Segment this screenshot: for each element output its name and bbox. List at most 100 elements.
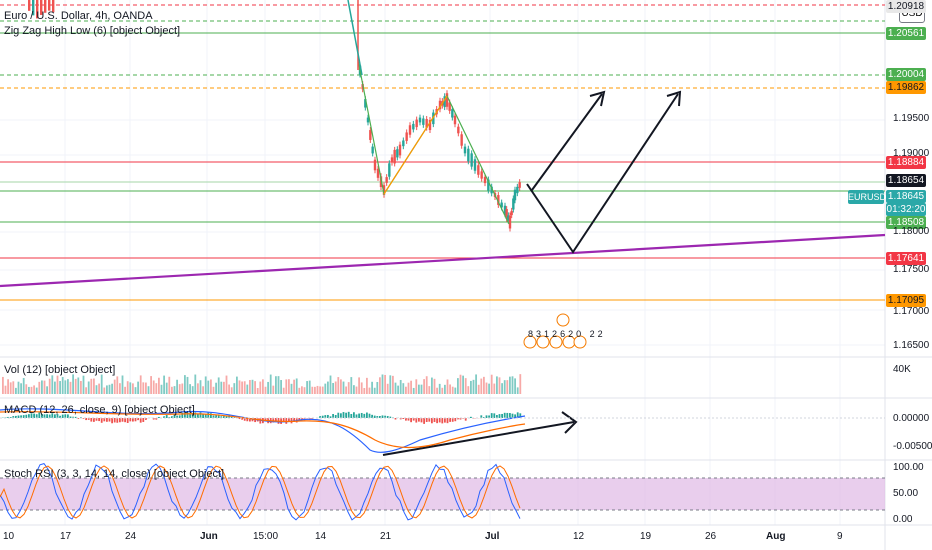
candle-body [460, 134, 463, 146]
candle-body [513, 189, 517, 201]
volume-bar [410, 380, 412, 394]
event-counts[interactable]: 8312620 22 [528, 329, 606, 339]
macd-bar [22, 415, 25, 418]
macd-bar [451, 418, 454, 422]
macd-bar [298, 418, 301, 421]
macd-bar [355, 414, 358, 418]
candle-body [516, 186, 519, 194]
volume-bar [108, 384, 111, 394]
candle-body [448, 102, 451, 111]
volume-bar [212, 386, 215, 394]
price-level-1.19862: 1.19862 [886, 81, 926, 94]
candle-body [415, 119, 418, 128]
macd-bar [98, 418, 100, 422]
macd-bar [483, 417, 485, 418]
macd-bar [137, 418, 139, 421]
volume-bar [9, 382, 12, 394]
volume-bar [202, 386, 204, 394]
macd-bar [85, 418, 87, 421]
volume-bar [425, 376, 428, 394]
macd-bar [46, 414, 48, 418]
volume-bar [186, 376, 189, 394]
volume-bar [100, 374, 103, 394]
volume-bar [360, 382, 363, 394]
bar-countdown: 01:32:20 [886, 203, 926, 216]
volume-bar [389, 375, 392, 394]
volume-bar [282, 387, 285, 394]
macd-bar [106, 418, 108, 422]
macd-bar [412, 418, 415, 421]
macd-bar [485, 415, 488, 418]
volume-bar [384, 374, 386, 394]
volume-bar [285, 379, 288, 394]
macd-bar [155, 418, 158, 420]
ticker-symbol-badge: EURUSD [848, 190, 887, 204]
macd-bar [410, 418, 412, 423]
volume-bar [77, 377, 80, 394]
volume-bar [184, 375, 186, 394]
volume-bar [22, 377, 25, 394]
macd-bar [288, 418, 290, 422]
macd-bar [220, 416, 223, 418]
volume-bar [277, 376, 280, 394]
volume-bar [454, 387, 457, 394]
macd-bar [38, 412, 41, 418]
drop-line [347, 0, 363, 76]
volume-bar [194, 374, 197, 394]
price-level-1.20004: 1.20004 [886, 68, 926, 81]
volume-bar [228, 384, 230, 394]
macd-bar [20, 415, 22, 418]
volume-bar [41, 380, 43, 394]
volume-bar [220, 381, 223, 394]
candle-body [445, 93, 449, 107]
zigzag-indicator-label[interactable]: Zig Zag High Low (6) [object Object] [4, 25, 181, 37]
candle-body [412, 123, 415, 130]
macd-bar [74, 416, 77, 418]
volume-bar [415, 379, 418, 394]
volume-bar [399, 379, 402, 394]
macd-bar [184, 412, 186, 418]
volume-bar [311, 386, 314, 394]
candle-body [422, 118, 425, 125]
volume-bar [215, 382, 217, 394]
volume-bar [251, 379, 254, 394]
macd-bar [433, 418, 436, 423]
macd-bar [210, 413, 212, 418]
macd-bar [470, 416, 472, 418]
macd-indicator-label[interactable]: MACD (12, 26, close, 9) [object Object] [4, 404, 195, 416]
macd-bar [420, 418, 423, 423]
macd-bar [436, 418, 438, 424]
projection-zigzag [526, 93, 679, 254]
macd-bar [121, 418, 124, 422]
volume-bar [483, 376, 485, 394]
volume-bar [441, 387, 444, 394]
volume-indicator-label[interactable]: Vol (12) [object Object] [4, 364, 116, 376]
macd-bar [457, 418, 459, 420]
macd-bar [431, 418, 433, 424]
volume-bar [163, 375, 165, 394]
volume-bar [225, 375, 228, 394]
macd-bar [490, 413, 493, 418]
volume-bar [337, 377, 340, 394]
macd-bar [69, 416, 72, 418]
macd-bar [12, 416, 15, 418]
macd-bar [87, 418, 90, 420]
macd-bar [199, 412, 202, 418]
time-axis-tick: 24 [125, 531, 137, 542]
volume-bar [334, 381, 337, 394]
macd-bar [17, 415, 20, 418]
volume-bar [204, 376, 207, 394]
candle-body [510, 210, 513, 216]
volume-bar [230, 387, 233, 394]
volume-bar [152, 380, 155, 394]
stoch-rsi-indicator-label[interactable]: Stoch RSI (3, 3, 14, 14, close) [object … [4, 468, 225, 480]
macd-bar [519, 413, 522, 418]
candle-body [428, 119, 432, 131]
macd-bar [371, 414, 373, 418]
volume-bar [17, 381, 20, 394]
volume-bar [496, 376, 498, 394]
candle-body [508, 215, 512, 229]
macd-bar [59, 415, 61, 418]
volume-bar [80, 380, 82, 394]
